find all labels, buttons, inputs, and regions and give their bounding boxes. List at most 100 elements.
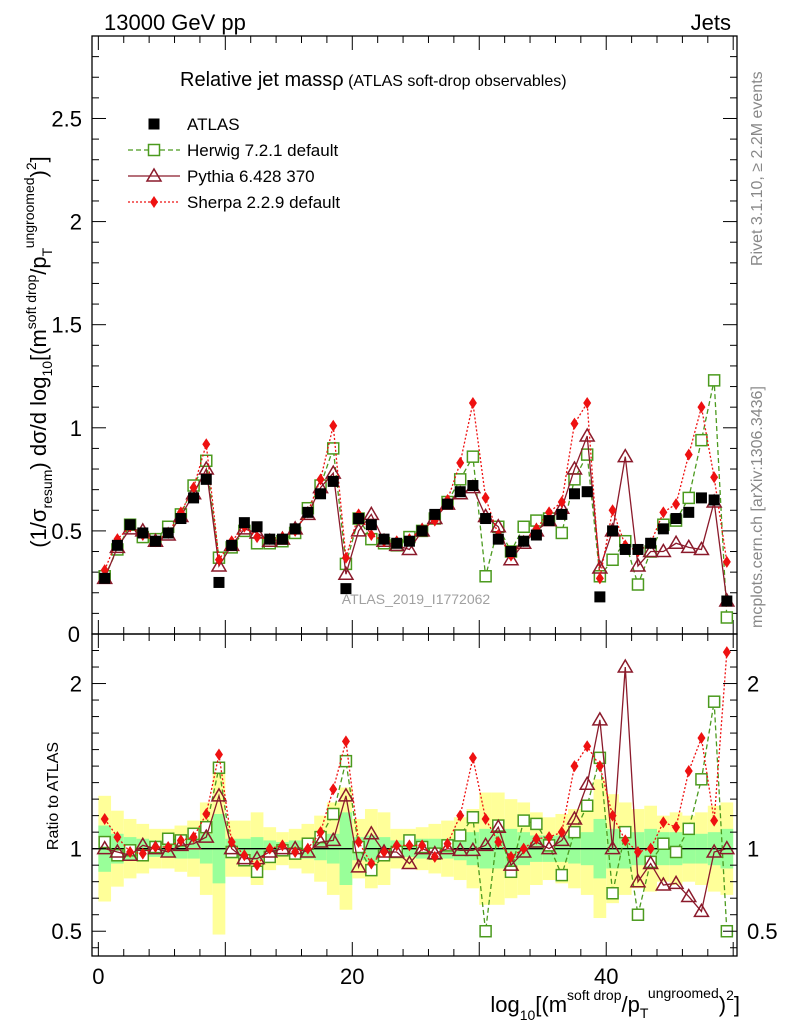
pythia-point: [642, 543, 659, 558]
main-panel: 0 0.5 1 1.5 2 2.5 ATLAS_2019_I1772062 Relati…: [21, 35, 738, 647]
pythia-ratio-point: [413, 840, 431, 855]
rivet-version-label: Rivet 3.1.10, ≥ 2.2M events: [749, 71, 766, 266]
herwig-point: [720, 611, 734, 624]
atlas-point: [353, 513, 365, 525]
atlas-point: [149, 535, 161, 547]
atlas-point: [200, 473, 212, 485]
sherpa-ratio-point: [380, 845, 389, 858]
legend-atlas-marker: [148, 118, 160, 130]
main-y-tick-labels: 0 0.5 1 1.5 2 2.5: [51, 106, 82, 647]
y-tick-label-zero: 0: [68, 622, 80, 647]
pythia-ratio-point: [477, 836, 494, 852]
pythia-ratio-point: [172, 836, 190, 852]
sherpa-point: [468, 397, 477, 410]
y-tick-label: 0.5: [51, 519, 82, 544]
atlas-point: [708, 494, 720, 506]
pythia-point: [693, 540, 710, 556]
pythia-ratio-point: [324, 831, 342, 847]
legend-sherpa-marker: [150, 196, 158, 208]
sherpa-point: [557, 496, 566, 509]
sherpa-ratio-point: [418, 839, 427, 852]
category-label: Jets: [691, 10, 731, 35]
sherpa-point: [253, 531, 262, 544]
sherpa-ratio-point: [672, 821, 681, 834]
sherpa-point: [341, 551, 350, 564]
herwig-ratio-point: [479, 924, 492, 938]
ratio-y-axis-label: Ratio to ATLAS: [45, 742, 62, 850]
atlas-point: [695, 492, 707, 504]
ratio-y-tick-label-right: 1: [747, 837, 759, 862]
atlas-point: [442, 498, 454, 510]
pythia-ratio-point: [705, 843, 723, 858]
sherpa-ratio-point: [519, 842, 528, 855]
herwig-point: [695, 433, 708, 447]
main-axis-ticks: [92, 36, 737, 634]
atlas-point: [721, 595, 733, 607]
ratio-y-tick-label-right: 2: [747, 672, 759, 697]
pythia-ratio-point: [616, 658, 634, 673]
pythia-line: [104, 435, 728, 602]
ratio-y-tick-label-left: 2: [70, 672, 82, 697]
sherpa-ratio-point: [354, 836, 363, 849]
sherpa-ratio-point: [494, 836, 503, 849]
pythia-ratio-point: [464, 841, 482, 857]
legend-pythia-label: Pythia 6.428 370: [187, 167, 315, 186]
sherpa-ratio-point: [138, 847, 147, 860]
atlas-point: [391, 537, 403, 549]
pythia-ratio-point: [642, 855, 659, 870]
atlas-point: [416, 525, 428, 537]
atlas-point: [403, 535, 415, 547]
legend-atlas-label: ATLAS: [187, 115, 240, 134]
sherpa-ratio-point: [532, 832, 541, 845]
sherpa-ratio-point: [583, 740, 592, 753]
atlas-point: [492, 533, 504, 545]
atlas-point: [683, 506, 695, 518]
mcplots-reference-label: mcplots.cern.ch [arXiv:1306.3436]: [749, 386, 766, 628]
atlas-point: [137, 527, 149, 539]
herwig-ratio-point: [669, 845, 683, 859]
pythia-point: [401, 540, 418, 556]
sherpa-point: [697, 401, 706, 414]
y-tick-label: 1.5: [51, 313, 82, 338]
sherpa-line: [104, 400, 728, 579]
herwig-point: [606, 553, 619, 567]
legend-pythia-marker: [145, 167, 163, 182]
legend-herwig-label: Herwig 7.2.1 default: [187, 141, 338, 160]
herwig-ratio-point: [517, 814, 530, 827]
atlas-point: [251, 521, 263, 533]
atlas-point: [111, 539, 123, 551]
pythia-ratio-point: [210, 787, 228, 802]
plot-title-main: Relative jet massρ: [180, 69, 344, 91]
atlas-point: [340, 583, 352, 595]
pythia-ratio-point: [337, 787, 355, 802]
pythia-ratio-point: [489, 818, 507, 833]
herwig-ratio-point: [657, 837, 670, 850]
herwig-point: [453, 473, 467, 486]
atlas-point: [315, 488, 327, 500]
sherpa-ratio-point: [659, 816, 668, 829]
pythia-ratio-point: [515, 843, 532, 858]
sherpa-point: [316, 473, 325, 486]
legend-herwig-marker: [147, 143, 161, 157]
pythia-ratio-point: [578, 775, 596, 791]
plot-title: Relative jet massρ (ATLAS soft-drop obse…: [180, 69, 567, 91]
pythia-ratio-point: [363, 825, 380, 840]
atlas-point: [568, 488, 580, 500]
sherpa-point: [189, 481, 198, 494]
sherpa-ratio-point: [646, 842, 655, 855]
pythia-point: [578, 427, 596, 442]
sherpa-ratio-point: [443, 837, 452, 850]
pythia-ratio-point: [312, 833, 329, 848]
pythia-ratio-point: [350, 858, 367, 873]
herwig-ratio-point: [682, 822, 696, 836]
atlas-point: [264, 533, 276, 545]
sherpa-ratio-point: [303, 842, 312, 855]
atlas-point: [454, 486, 466, 498]
pythia-ratio-point: [629, 873, 647, 888]
sherpa-ratio-point: [265, 842, 274, 855]
herwig-ratio-point: [568, 825, 581, 839]
atlas-point: [581, 486, 593, 498]
sherpa-ratio-point: [392, 839, 401, 852]
pythia-ratio-point: [197, 828, 215, 843]
herwig-ratio-point: [212, 761, 226, 775]
